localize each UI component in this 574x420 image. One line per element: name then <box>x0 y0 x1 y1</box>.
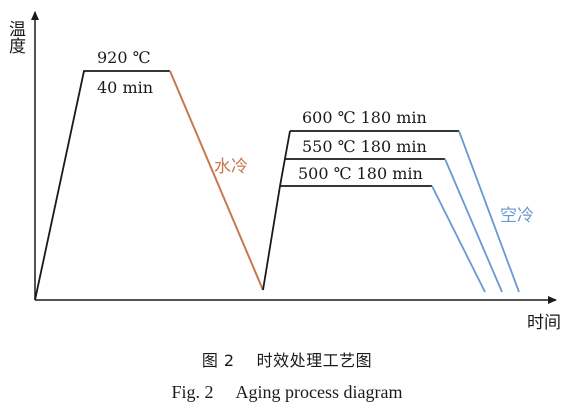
figure-number-zh: 图 2 <box>201 351 235 370</box>
y-axis-label: 温度 <box>5 20 26 54</box>
figure-title-zh: 时效处理工艺图 <box>256 351 373 370</box>
air-cool-line-500 <box>431 185 486 293</box>
figure-caption-chinese: 图 2 时效处理工艺图 <box>0 347 574 371</box>
air-cool-line-600 <box>458 130 520 293</box>
aging-label-500: 500 ℃ 180 min <box>298 164 423 183</box>
solution-temperature-label: 920 ℃ <box>97 48 151 67</box>
figure-number-en: Fig. 2 <box>171 382 214 402</box>
x-axis-label: 时间 <box>527 313 561 333</box>
aging-process-diagram: 温度 时间 920 ℃ 40 min 水冷 600 ℃ 180 min 550 … <box>5 11 561 333</box>
aging-heating-line <box>262 130 291 291</box>
water-quench-line <box>169 70 264 291</box>
aging-label-600: 600 ℃ 180 min <box>302 108 427 127</box>
solution-duration-label: 40 min <box>97 78 153 97</box>
aging-label-550: 550 ℃ 180 min <box>302 137 427 156</box>
water-quench-label: 水冷 <box>214 157 248 177</box>
figure-title-en: Aging process diagram <box>235 382 403 402</box>
figure-caption-english: Fig. 2 Aging process diagram <box>0 382 574 403</box>
air-cool-line-550 <box>444 158 503 293</box>
solution-heating-hold-line <box>34 70 170 301</box>
air-cool-label: 空冷 <box>500 206 534 226</box>
